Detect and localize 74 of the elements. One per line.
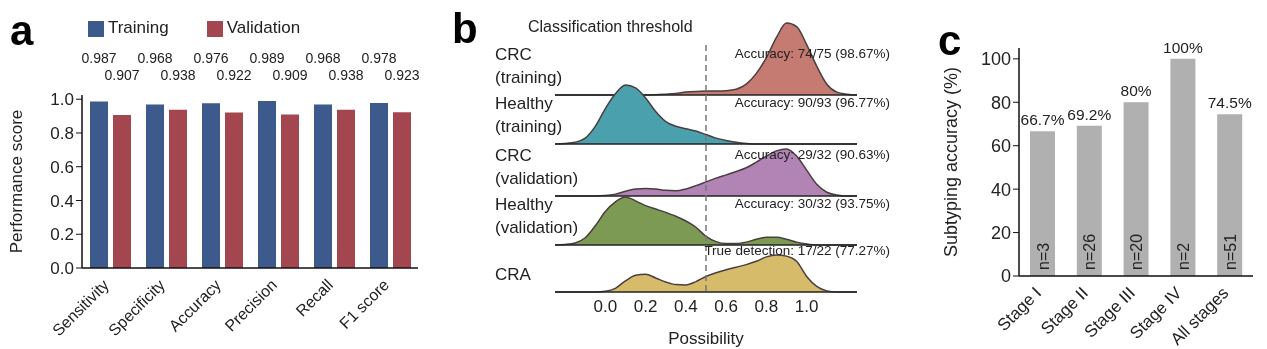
bar <box>314 104 332 268</box>
bar <box>1217 114 1243 276</box>
bar <box>337 109 355 268</box>
data-label: 80% <box>1120 82 1152 100</box>
y-tick-label: 0.0 <box>50 259 74 279</box>
bar <box>113 114 131 268</box>
y-tick-label: 0.8 <box>50 124 74 144</box>
data-label: 0.909 <box>272 67 308 83</box>
chart-title: c <box>938 17 962 64</box>
x-tick-label: 1.0 <box>794 297 819 317</box>
data-label: 66.7% <box>1020 111 1065 129</box>
y-axis-title: CRA <box>495 264 532 286</box>
legend-label: Validation <box>226 18 301 37</box>
y-tick-label: 100 <box>980 49 1011 70</box>
data-label: 0.938 <box>160 67 196 83</box>
bar <box>146 104 164 268</box>
chart-title: b <box>452 5 478 52</box>
data-label: 100% <box>1163 38 1203 56</box>
x-tick-label: 0.2 <box>633 297 658 317</box>
x-axis-title: Possibility <box>668 329 745 348</box>
chart-title: a <box>10 7 34 54</box>
data-label: 0.923 <box>384 67 420 83</box>
y-tick-label: 80 <box>990 92 1011 113</box>
y-tick-label: 0 <box>1000 266 1011 287</box>
y-axis-title: Performance score <box>7 109 27 254</box>
annotation: n=26 <box>1081 233 1099 270</box>
y-axis-title: CRC (validation) <box>495 145 580 190</box>
x-tick-label: 0.6 <box>714 297 738 317</box>
data-label: 0.978 <box>361 50 397 66</box>
y-axis-title: Healthy (validation) <box>495 194 580 239</box>
data-label: 0.989 <box>249 50 285 66</box>
y-tick-label: 40 <box>990 179 1011 200</box>
x-tick-label: 0.0 <box>593 297 618 317</box>
y-tick-label: 0.4 <box>50 191 74 211</box>
data-label: 0.976 <box>193 50 229 66</box>
y-tick-label: 60 <box>990 136 1011 157</box>
y-axis-title: Healthy (training) <box>495 93 564 138</box>
bar <box>225 112 243 268</box>
bar <box>202 103 220 268</box>
annotation: n=2 <box>1174 242 1192 270</box>
annotation: Accuracy: 30/32 (93.75%) <box>734 196 890 211</box>
bar <box>393 112 411 268</box>
y-axis-title: CRC (training) <box>495 44 564 89</box>
y-tick-label: 1.0 <box>50 90 74 110</box>
y-axis-title: Subtyping accuracy (%) <box>941 66 962 258</box>
bar <box>1076 125 1102 276</box>
bar <box>1030 131 1055 276</box>
bar <box>370 102 388 268</box>
bar <box>1123 102 1149 276</box>
data-label: 0.987 <box>81 50 117 66</box>
annotation: Accuracy: 90/93 (96.77%) <box>734 95 890 110</box>
y-tick-label: 20 <box>990 222 1011 243</box>
bar <box>1170 58 1196 276</box>
bar <box>281 114 299 268</box>
data-label: 0.968 <box>137 50 173 66</box>
ref-line-label: Classification threshold <box>528 18 693 35</box>
data-label: 0.938 <box>328 67 364 83</box>
annotation: n=3 <box>1034 242 1052 270</box>
x-tick-label: 0.8 <box>754 297 779 317</box>
data-label: 0.922 <box>216 67 252 83</box>
data-label: 69.2% <box>1067 105 1112 123</box>
y-tick-label: 0.6 <box>50 157 74 177</box>
annotation: True detection: 17/22 (77.27%) <box>704 243 890 258</box>
bar <box>90 101 108 268</box>
bar <box>169 109 187 268</box>
annotation: n=20 <box>1128 233 1146 270</box>
y-tick-label: 0.2 <box>50 225 74 245</box>
data-label: 0.907 <box>104 67 140 83</box>
legend-label: Training <box>107 18 169 37</box>
bar <box>258 101 276 268</box>
annotation: n=51 <box>1221 233 1239 270</box>
data-label: 74.5% <box>1207 94 1252 112</box>
x-tick-label: 0.4 <box>674 297 698 317</box>
data-label: 0.968 <box>305 50 341 66</box>
